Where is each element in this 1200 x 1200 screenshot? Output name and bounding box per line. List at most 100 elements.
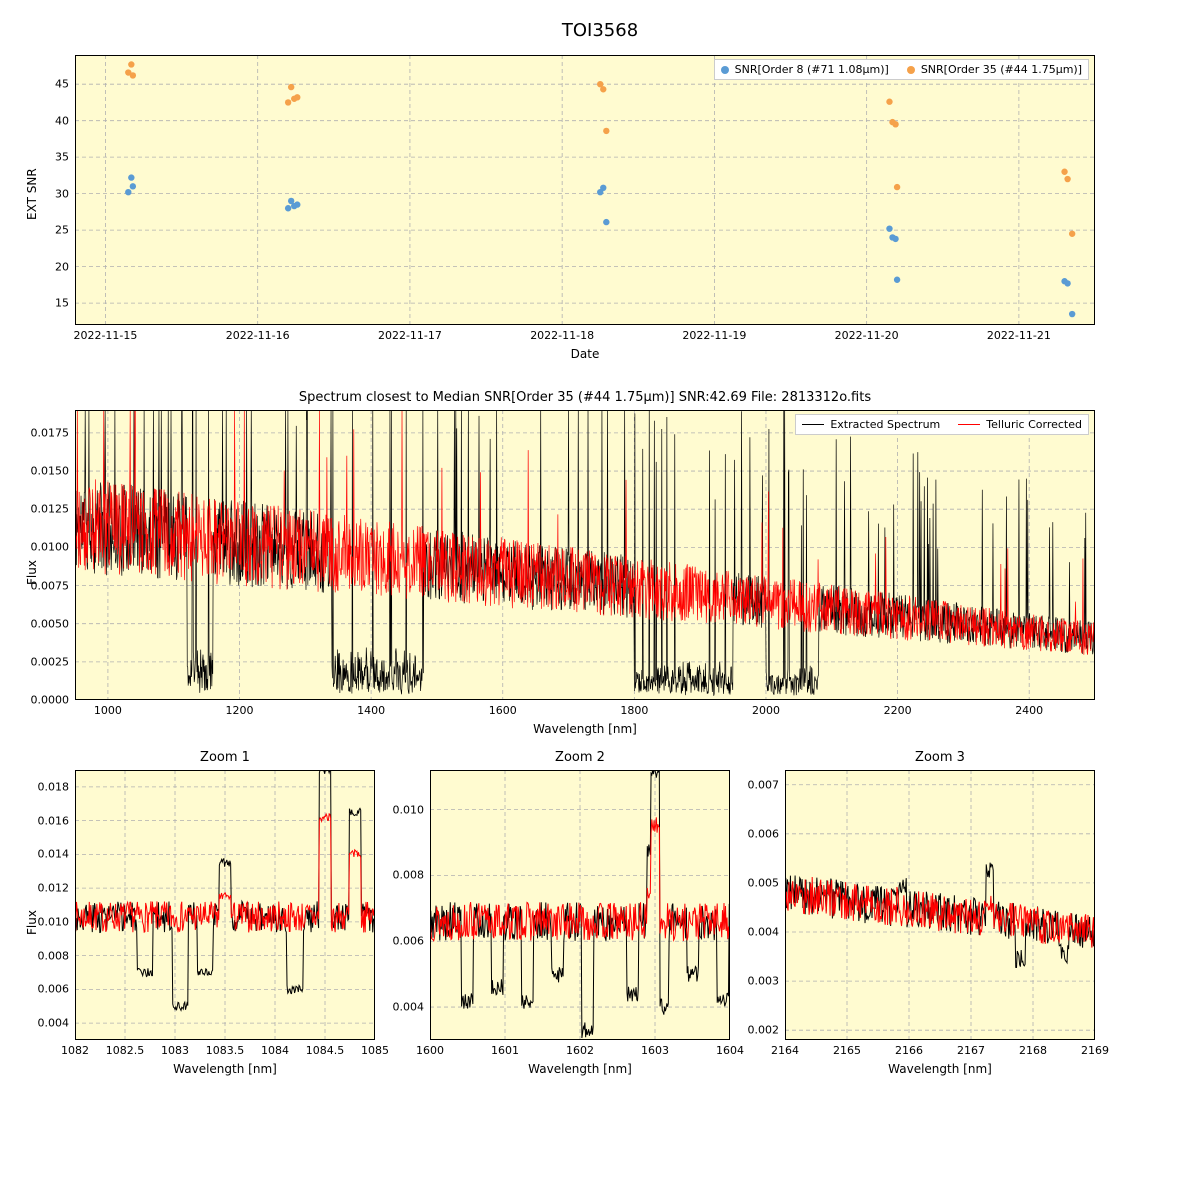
- xtick: 2168: [1019, 1044, 1047, 1057]
- xtick: 1082.5: [106, 1044, 145, 1057]
- xtick: 1200: [226, 704, 254, 717]
- scatter-point: [285, 99, 291, 105]
- ytick: 0.003: [719, 975, 779, 988]
- axes-title: Zoom 2: [430, 750, 730, 765]
- xtick: 1084.5: [306, 1044, 345, 1057]
- xlabel: Date: [75, 347, 1095, 361]
- scatter-point: [1064, 280, 1070, 286]
- xtick: 2022-11-18: [530, 329, 594, 342]
- xtick: 1083.5: [206, 1044, 245, 1057]
- ytick: 25: [9, 224, 69, 237]
- zoom-line: [785, 863, 1095, 968]
- xtick: 1083: [161, 1044, 189, 1057]
- scatter-point: [892, 121, 898, 127]
- ylabel: Flux: [25, 560, 39, 585]
- zoom-line: [785, 877, 1095, 948]
- ytick: 0.005: [719, 876, 779, 889]
- ytick: 0.0025: [9, 655, 69, 668]
- scatter-point: [128, 174, 134, 180]
- axes-title: Zoom 1: [75, 750, 375, 765]
- xtick: 1601: [491, 1044, 519, 1057]
- xtick: 2000: [752, 704, 780, 717]
- xtick: 2166: [895, 1044, 923, 1057]
- legend-label: Extracted Spectrum: [830, 418, 940, 431]
- scatter-point: [603, 219, 609, 225]
- xlabel: Wavelength [nm]: [75, 1062, 375, 1076]
- scatter-point: [1069, 311, 1075, 317]
- xtick: 2022-11-15: [73, 329, 137, 342]
- snr-legend: SNR[Order 8 (#71 1.08μm)] SNR[Order 35 (#…: [714, 59, 1089, 80]
- ytick: 0.0175: [9, 426, 69, 439]
- zoom2-panel: 160016011602160316040.0040.0060.0080.010…: [430, 770, 730, 1040]
- xtick: 1603: [641, 1044, 669, 1057]
- snr-panel: 2022-11-152022-11-162022-11-172022-11-18…: [75, 55, 1095, 325]
- xtick: 2400: [1015, 704, 1043, 717]
- ytick: 0.014: [9, 848, 69, 861]
- xtick: 1600: [489, 704, 517, 717]
- scatter-point: [1069, 231, 1075, 237]
- xtick: 1082: [61, 1044, 89, 1057]
- xtick: 1800: [620, 704, 648, 717]
- ylabel: Flux: [25, 910, 39, 935]
- scatter-point: [600, 86, 606, 92]
- ytick: 0.0100: [9, 541, 69, 554]
- scatter-point: [892, 236, 898, 242]
- zoom3-panel: 2164216521662167216821690.0020.0030.0040…: [785, 770, 1095, 1040]
- legend-label: SNR[Order 35 (#44 1.75μm)]: [921, 63, 1082, 76]
- spectrum-panel: 100012001400160018002000220024000.00000.…: [75, 410, 1095, 700]
- ytick: 0.0125: [9, 503, 69, 516]
- ytick: 0.018: [9, 780, 69, 793]
- ytick: 20: [9, 260, 69, 273]
- ytick: 0.007: [719, 778, 779, 791]
- scatter-point: [886, 225, 892, 231]
- xtick: 1000: [94, 704, 122, 717]
- scatter-point: [125, 189, 131, 195]
- ytick: 0.010: [9, 915, 69, 928]
- ytick: 0.0075: [9, 579, 69, 592]
- ytick: 0.006: [9, 983, 69, 996]
- spectrum-line: [75, 410, 1095, 696]
- ytick: 15: [9, 297, 69, 310]
- scatter-point: [886, 99, 892, 105]
- xtick: 1602: [566, 1044, 594, 1057]
- xtick: 1604: [716, 1044, 744, 1057]
- scatter-point: [128, 61, 134, 67]
- xtick: 2022-11-20: [835, 329, 899, 342]
- xtick: 2164: [771, 1044, 799, 1057]
- scatter-point: [294, 94, 300, 100]
- ytick: 0.0050: [9, 617, 69, 630]
- ytick: 0.016: [9, 814, 69, 827]
- axes-title: Zoom 3: [785, 750, 1095, 765]
- scatter-point: [603, 128, 609, 134]
- xtick: 2022-11-19: [682, 329, 746, 342]
- xtick: 1400: [357, 704, 385, 717]
- scatter-point: [1061, 169, 1067, 175]
- xlabel: Wavelength [nm]: [785, 1062, 1095, 1076]
- ytick: 0.0150: [9, 465, 69, 478]
- spectrum-legend: Extracted Spectrum Telluric Corrected: [795, 414, 1089, 435]
- figure-title: TOI3568: [0, 20, 1200, 41]
- ytick: 35: [9, 151, 69, 164]
- scatter-point: [130, 183, 136, 189]
- ytick: 0.008: [364, 869, 424, 882]
- scatter-point: [288, 84, 294, 90]
- ytick: 0.002: [719, 1024, 779, 1037]
- legend-label: SNR[Order 8 (#71 1.08μm)]: [735, 63, 889, 76]
- scatter-point: [1064, 176, 1070, 182]
- ytick: 40: [9, 114, 69, 127]
- ylabel: EXT SNR: [25, 168, 39, 220]
- xlabel: Wavelength [nm]: [75, 722, 1095, 736]
- ytick: 30: [9, 187, 69, 200]
- scatter-point: [294, 201, 300, 207]
- ytick: 0.0000: [9, 694, 69, 707]
- xtick: 2169: [1081, 1044, 1109, 1057]
- scatter-point: [894, 184, 900, 190]
- ytick: 0.006: [364, 935, 424, 948]
- xtick: 2022-11-16: [226, 329, 290, 342]
- ytick: 0.012: [9, 882, 69, 895]
- legend-label: Telluric Corrected: [986, 418, 1082, 431]
- scatter-point: [130, 72, 136, 78]
- xtick: 2167: [957, 1044, 985, 1057]
- scatter-point: [285, 205, 291, 211]
- scatter-point: [600, 185, 606, 191]
